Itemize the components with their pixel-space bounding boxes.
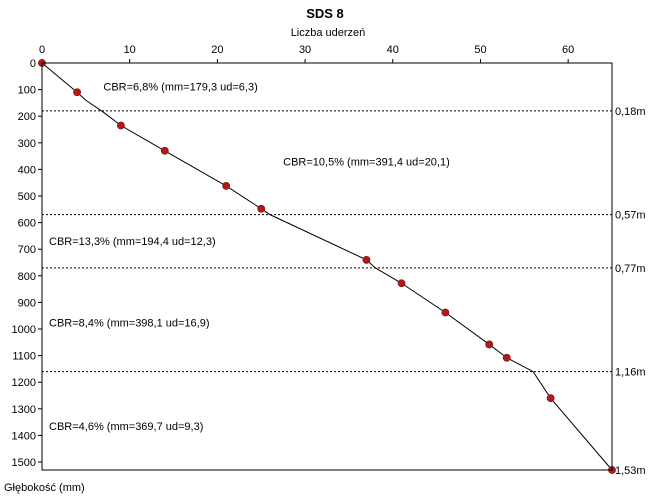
- y-tick-label: 1300: [12, 404, 36, 416]
- y-tick-label: 400: [18, 164, 36, 176]
- x-tick-label: 50: [474, 44, 486, 56]
- x-tick-label: 30: [299, 44, 311, 56]
- x-tick-label: 40: [387, 44, 399, 56]
- data-point: [502, 353, 511, 362]
- layer-boundary-label: 1,53m: [615, 465, 646, 477]
- y-tick-label: 900: [18, 297, 36, 309]
- cbr-annotation: CBR=13,3% (mm=194,4 ud=12,3): [49, 236, 216, 248]
- layer-boundaries: 0,18m 0,57m 0,77m 1,16m 1,53m: [42, 106, 646, 477]
- data-point: [117, 121, 125, 130]
- y-tick-label: 600: [18, 218, 36, 230]
- layer-boundary-label: 1,16m: [615, 367, 646, 379]
- x-tick-label: 60: [562, 44, 574, 56]
- series-line: [41, 62, 613, 471]
- data-point: [441, 308, 450, 317]
- layer-boundary-label: 0,18m: [615, 106, 646, 118]
- x-tick-label: 10: [124, 44, 136, 56]
- chart-title: SDS 8: [306, 6, 344, 21]
- layer-boundary-label: 0,77m: [615, 263, 646, 275]
- y-axis-label: Głębokość (mm): [4, 482, 85, 494]
- y-tick-label: 1000: [12, 324, 36, 336]
- y-tick-label: 1400: [12, 430, 36, 442]
- data-point: [257, 204, 266, 213]
- x-tick-label: 0: [39, 44, 45, 56]
- plot-frame: [41, 62, 613, 471]
- y-tick-label: 700: [18, 244, 36, 256]
- y-tick-label: 1500: [12, 457, 36, 469]
- data-point: [73, 88, 81, 97]
- data-series: [38, 59, 616, 474]
- y-axis-ticks: 0 100 200 300 400 500 600 700 800 900 1000 1100 1200…: [12, 58, 42, 469]
- y-tick-label: 100: [18, 85, 36, 97]
- layer-boundary-label: 0,57m: [615, 210, 646, 222]
- cbr-annotation: CBR=10,5% (mm=391,4 ud=20,1): [283, 156, 450, 168]
- data-point: [160, 146, 169, 155]
- x-axis-ticks: 0 10 20 30 40 50 60: [39, 44, 574, 63]
- data-point: [546, 394, 555, 403]
- y-tick-label: 500: [18, 191, 36, 203]
- y-tick-label: 300: [18, 138, 36, 150]
- cbr-annotation: CBR=4,6% (mm=369,7 ud=9,3): [49, 421, 203, 433]
- data-point: [362, 255, 371, 264]
- data-point: [222, 181, 231, 190]
- y-tick-label: 800: [18, 271, 36, 283]
- y-tick-label: 1200: [12, 377, 36, 389]
- y-tick-label: 1100: [12, 351, 36, 363]
- data-point: [485, 340, 494, 349]
- y-tick-label: 0: [30, 58, 36, 70]
- y-tick-label: 200: [18, 111, 36, 123]
- x-tick-label: 20: [211, 44, 223, 56]
- x-axis-label: Liczba uderzeń: [291, 27, 366, 39]
- data-point: [397, 279, 406, 288]
- cbr-annotation: CBR=8,4% (mm=398,1 ud=16,9): [49, 317, 210, 329]
- cbr-annotations: CBR=6,8% (mm=179,3 ud=6,3) CBR=10,5% (mm=…: [49, 81, 450, 433]
- cbr-annotation: CBR=6,8% (mm=179,3 ud=6,3): [103, 81, 257, 93]
